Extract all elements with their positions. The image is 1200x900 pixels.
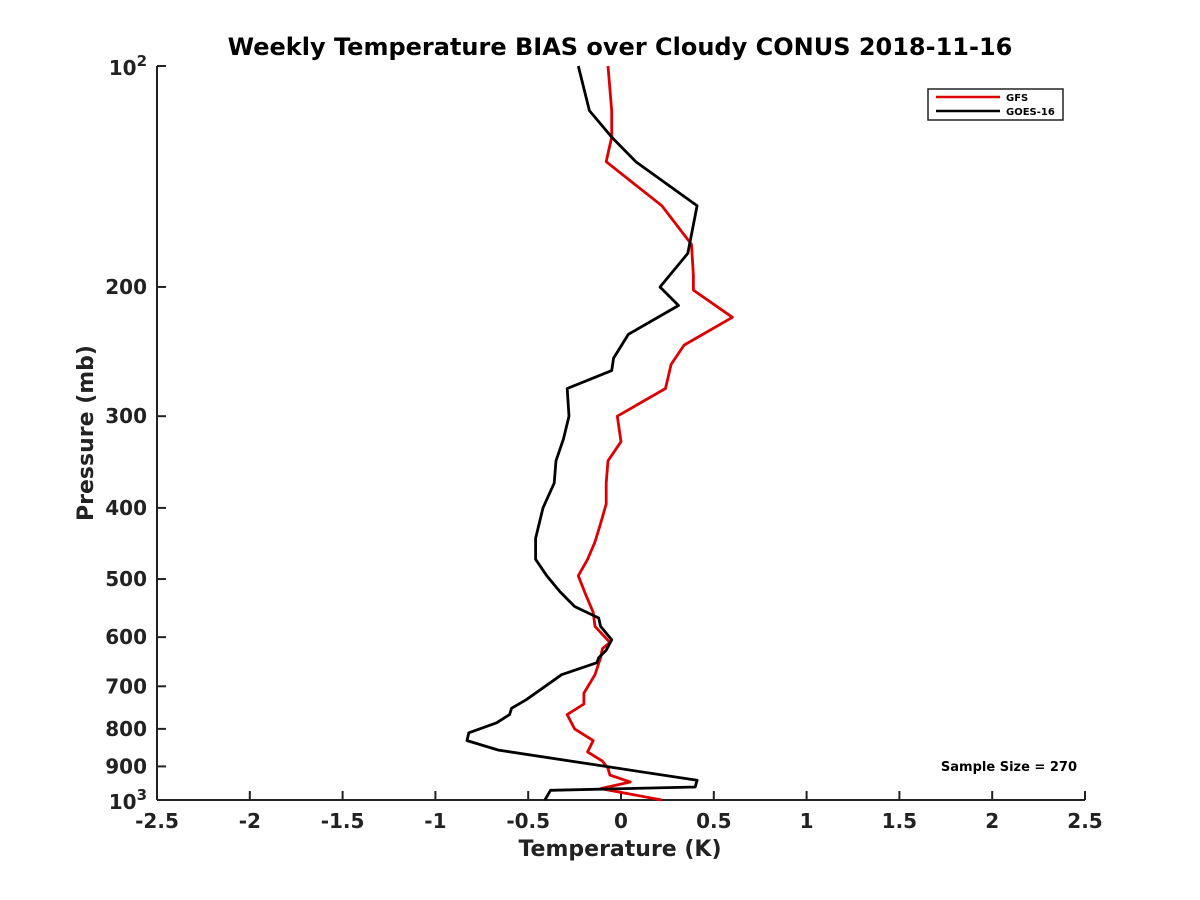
y-tick-label: 800 <box>105 717 147 741</box>
series-line-gfs <box>565 65 734 802</box>
x-tick-label: -2.5 <box>135 809 179 833</box>
y-tick-label: 200 <box>105 275 147 299</box>
y-axis-ticks: 102 200 300 400 500 600 700 800 900 103 <box>105 52 166 814</box>
chart-title: Weekly Temperature BIAS over Cloudy CONU… <box>228 33 1013 61</box>
x-tick-label: -2 <box>239 809 261 833</box>
y-tick-label: 700 <box>105 674 147 698</box>
y-tick-label: 500 <box>105 567 147 591</box>
x-tick-label: 2.5 <box>1067 809 1102 833</box>
x-tick-label: 1.5 <box>882 809 917 833</box>
sample-size-annotation: Sample Size = 270 <box>941 760 1077 775</box>
x-tick-label: 0 <box>614 809 628 833</box>
y-tick-label: 103 <box>109 786 147 814</box>
y-tick-label: 400 <box>105 496 147 520</box>
y-axis-label: Pressure (mb) <box>74 345 99 521</box>
y-tick-label: 600 <box>105 625 147 649</box>
x-tick-label: -0.5 <box>506 809 550 833</box>
x-tick-label: -1 <box>424 809 446 833</box>
series-line-goes16 <box>465 65 699 801</box>
legend-label-goes16: GOES-16 <box>1006 107 1055 118</box>
y-tick-label: 900 <box>105 754 147 778</box>
y-tick-label: 300 <box>105 404 147 428</box>
x-tick-label: -1.5 <box>321 809 365 833</box>
x-tick-label: 0.5 <box>696 809 731 833</box>
x-axis-label: Temperature (K) <box>518 837 721 862</box>
x-axis-ticks: -2.5 -2 -1.5 -1 -0.5 0 0.5 1 1.5 2 2.5 <box>135 791 1103 833</box>
legend-label-gfs: GFS <box>1006 93 1028 104</box>
legend-box <box>927 88 1064 121</box>
y-tick-label: 102 <box>109 52 147 80</box>
x-tick-label: 1 <box>800 809 814 833</box>
x-tick-label: 2 <box>985 809 999 833</box>
series-lines <box>465 65 734 802</box>
legend: GFS GOES-16 <box>927 88 1064 121</box>
